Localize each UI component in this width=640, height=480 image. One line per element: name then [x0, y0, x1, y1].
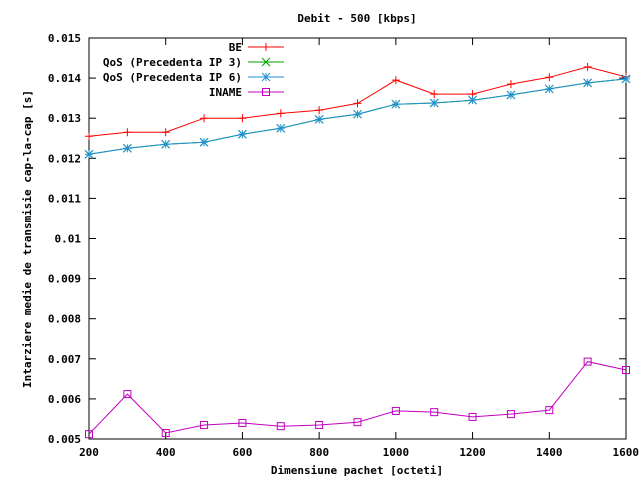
y-tick-label: 0.013 — [48, 112, 81, 125]
x-tick-label: 200 — [79, 446, 99, 459]
y-tick-label: 0.01 — [55, 233, 82, 246]
x-tick-label: 400 — [156, 446, 176, 459]
legend-entry: QoS (Precedenta IP 6) — [103, 71, 284, 84]
x-tick-label: 1200 — [459, 446, 486, 459]
data-point-plus — [506, 80, 515, 89]
chart-title: Debit - 500 [kbps] — [297, 12, 416, 25]
data-point-star — [506, 90, 516, 100]
data-point-square — [200, 420, 209, 429]
data-point-plus — [353, 99, 362, 108]
plot-frame — [88, 37, 627, 440]
x-tick-label: 1600 — [613, 446, 640, 459]
series-line — [88, 361, 627, 435]
legend-entry: INAME — [209, 86, 284, 99]
data-point-square — [545, 406, 554, 415]
legend: BE QoS (Precedenta IP 3) QoS (Precedenta I… — [103, 41, 284, 99]
data-point-plus — [123, 128, 132, 137]
series-layer — [84, 62, 631, 439]
data-point-star — [544, 84, 554, 94]
data-point-star — [123, 143, 132, 153]
data-point-plus — [238, 114, 247, 123]
data-point-star — [353, 109, 362, 119]
data-point-plus — [391, 76, 400, 85]
data-point-star — [261, 72, 271, 82]
data-point-plus — [315, 106, 324, 115]
data-point-star — [199, 137, 209, 147]
data-point-star — [621, 74, 631, 84]
data-point-star — [161, 139, 171, 149]
x-tick-label: 1000 — [383, 446, 410, 459]
data-point-square — [262, 88, 270, 96]
legend-label: QoS (Precedenta IP 6) — [103, 71, 242, 84]
data-point-square — [583, 357, 592, 366]
data-point-star — [583, 78, 592, 88]
data-point-plus — [161, 128, 170, 137]
data-point-star — [238, 129, 247, 139]
data-point-plus — [262, 43, 270, 51]
y-tick-label: 0.011 — [48, 192, 81, 205]
y-tick-label: 0.005 — [48, 433, 81, 446]
data-point-star — [84, 149, 94, 159]
series-2 — [84, 74, 631, 159]
data-point-square — [276, 422, 285, 431]
data-point-square — [430, 408, 439, 417]
x-tick-label: 800 — [309, 446, 329, 459]
data-point-square — [506, 410, 515, 419]
x-tick-label: 600 — [232, 446, 252, 459]
series-3 — [85, 357, 630, 439]
data-point-square — [353, 418, 362, 427]
data-point-plus — [583, 62, 592, 71]
data-point-star — [468, 95, 477, 105]
data-point-square — [315, 420, 324, 429]
series-0 — [85, 62, 630, 141]
data-point-cross — [261, 57, 271, 67]
y-tick-label: 0.014 — [48, 72, 81, 85]
data-point-square — [85, 430, 93, 439]
data-point-square — [123, 390, 132, 399]
data-point-plus — [85, 132, 93, 141]
data-point-star — [391, 99, 401, 109]
x-tick-label: 1400 — [536, 446, 563, 459]
data-point-star — [276, 123, 286, 133]
y-axis-label: Intarziere medie de transmisie cap-la-ca… — [21, 90, 34, 388]
legend-entry: BE — [229, 41, 284, 54]
legend-label: BE — [229, 41, 242, 54]
y-tick-label: 0.007 — [48, 353, 81, 366]
y-tick-label: 0.012 — [48, 152, 81, 165]
axis-ticks: 0.005 0.006 0.007 0.008 0.009 0.01 0.011 0.012 0… — [48, 32, 639, 459]
y-tick-label: 0.015 — [48, 32, 81, 45]
legend-label: INAME — [209, 86, 242, 99]
data-point-square — [391, 406, 400, 415]
legend-label: QoS (Precedenta IP 3) — [103, 56, 242, 69]
y-tick-label: 0.009 — [48, 273, 81, 286]
data-point-square — [622, 366, 630, 375]
data-point-square — [468, 412, 477, 421]
y-tick-label: 0.008 — [48, 313, 81, 326]
data-point-square — [161, 428, 170, 437]
data-point-plus — [545, 73, 554, 82]
data-point-plus — [430, 90, 439, 99]
y-tick-label: 0.006 — [48, 393, 81, 406]
x-axis-label: Dimensiune pachet [octeti] — [271, 464, 443, 477]
data-point-star — [314, 115, 324, 124]
data-point-plus — [200, 114, 209, 123]
data-point-square — [238, 418, 247, 427]
data-point-plus — [276, 109, 285, 118]
legend-entry: QoS (Precedenta IP 3) — [103, 56, 284, 69]
data-point-star — [429, 98, 439, 108]
